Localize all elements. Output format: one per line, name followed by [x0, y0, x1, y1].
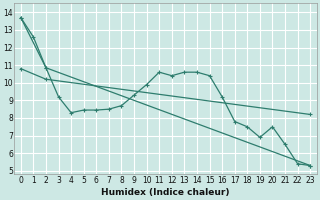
- X-axis label: Humidex (Indice chaleur): Humidex (Indice chaleur): [101, 188, 230, 197]
